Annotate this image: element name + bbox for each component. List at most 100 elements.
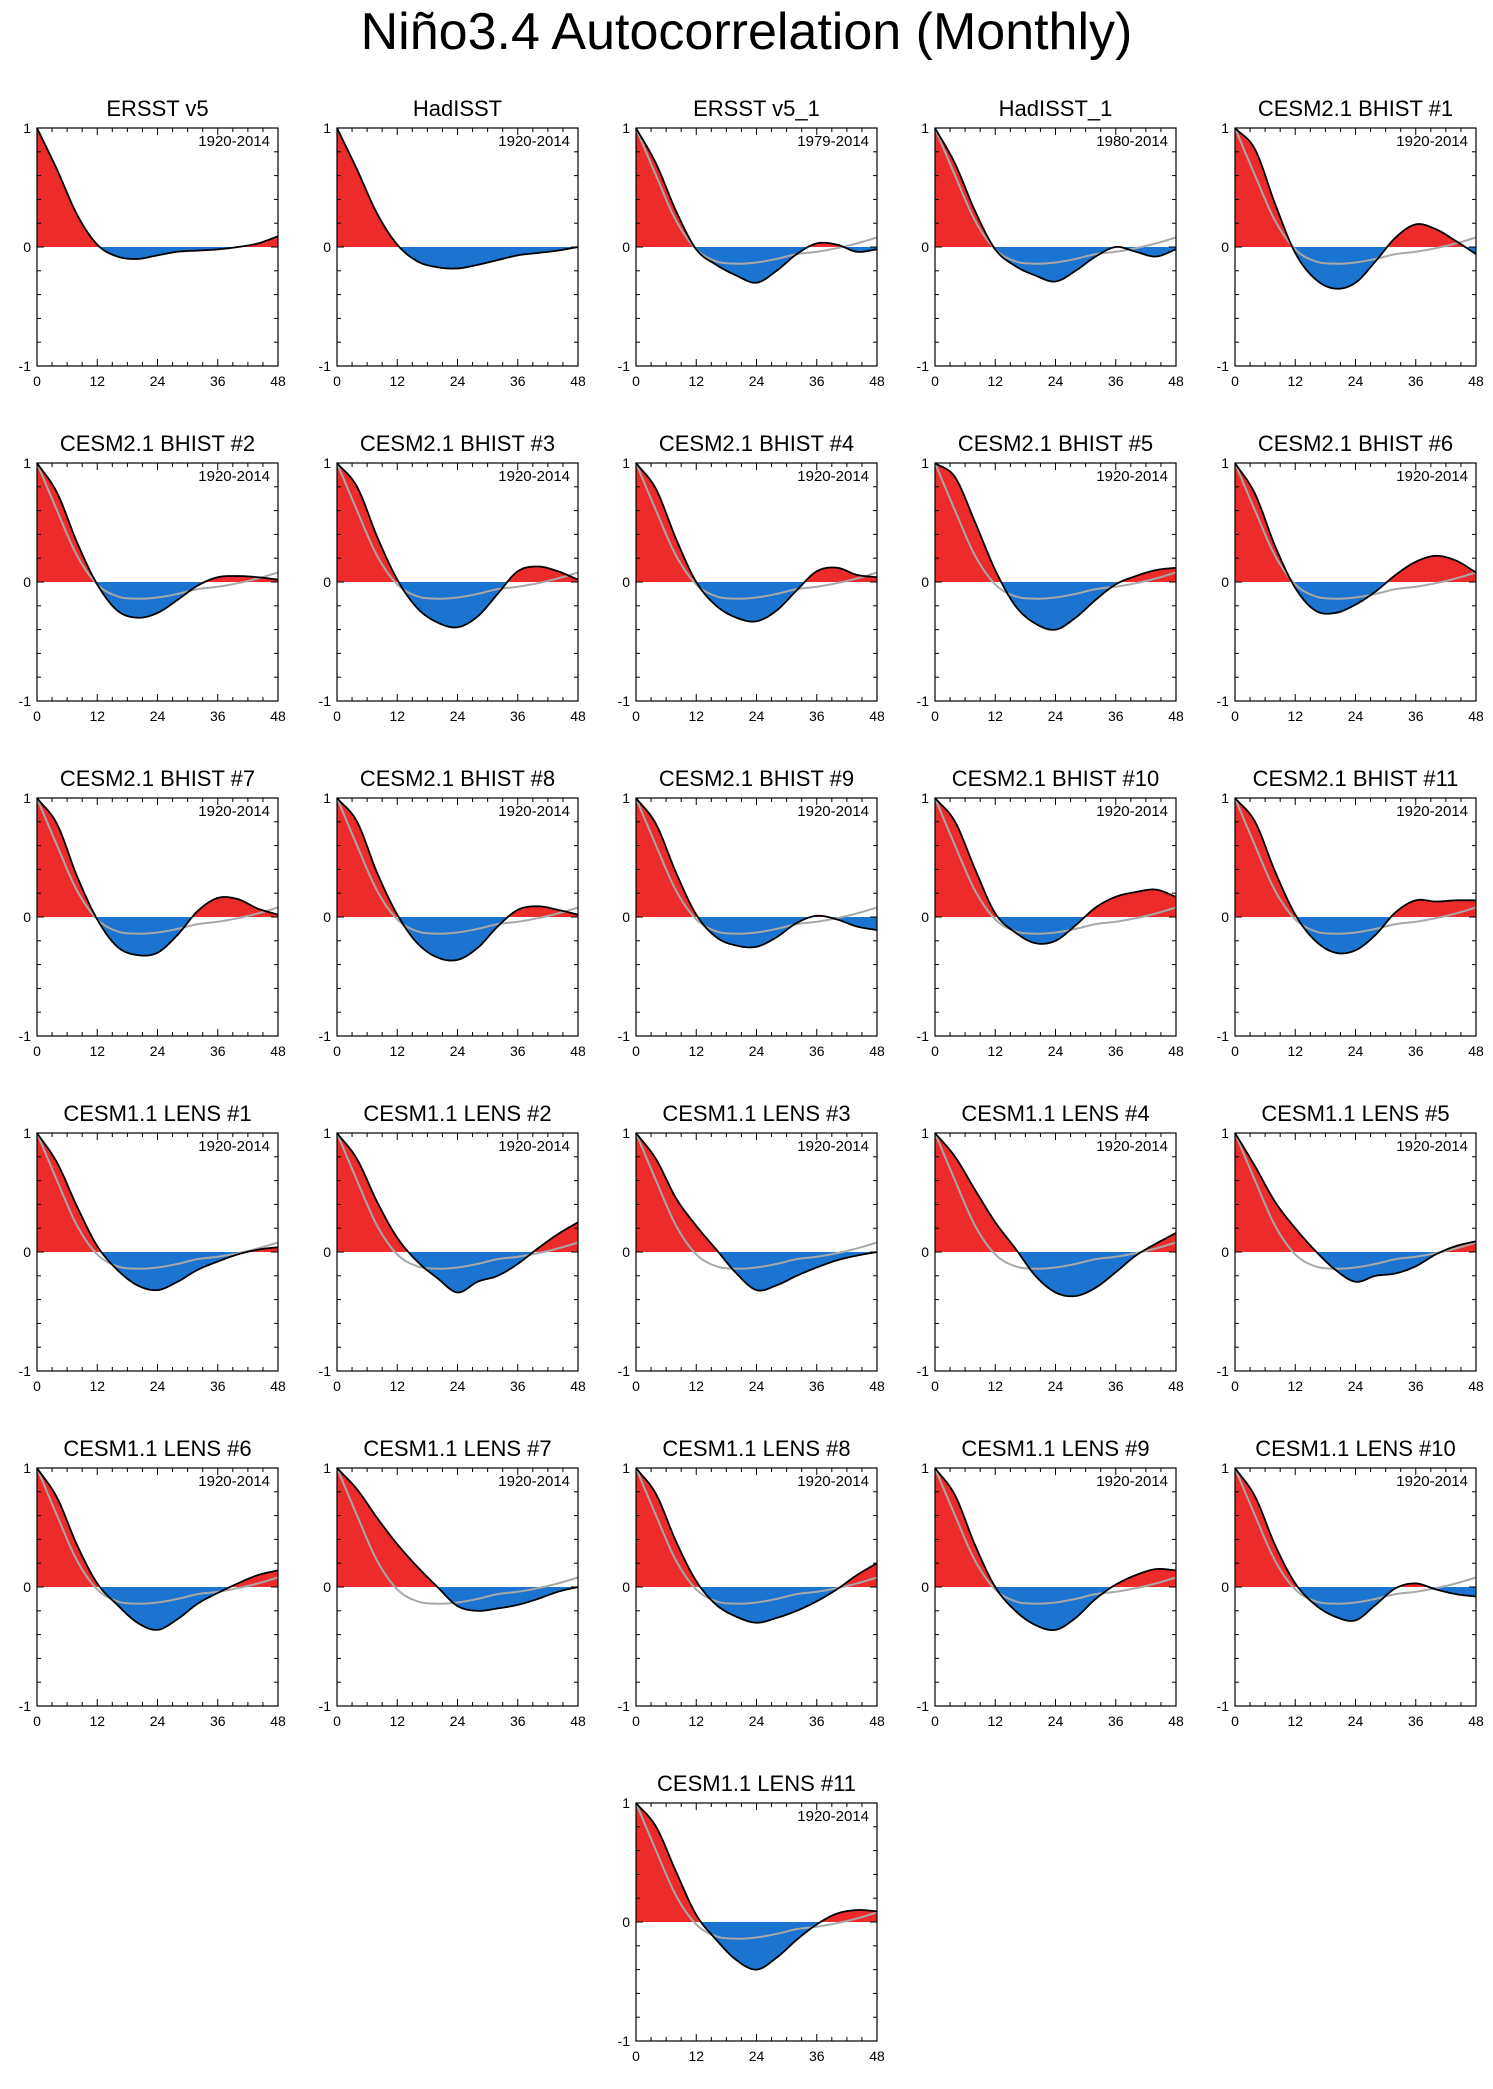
- panel-title: ERSST v5: [106, 96, 209, 121]
- panel-title: CESM2.1 BHIST #5: [957, 431, 1154, 456]
- positive-area: [935, 128, 1176, 247]
- y-tick-label: 0: [921, 239, 929, 255]
- positive-area: [636, 798, 877, 917]
- x-tick-label: 48: [270, 1713, 286, 1729]
- x-tick-label: 48: [570, 1043, 586, 1059]
- x-tick-label: 24: [150, 1378, 166, 1394]
- y-tick-label: 1: [622, 1125, 630, 1141]
- y-tick-label: 1: [23, 1125, 31, 1141]
- negative-area: [37, 582, 278, 618]
- period-label: 1920-2014: [1396, 1473, 1468, 1490]
- x-tick-label: 12: [688, 1713, 704, 1729]
- positive-area: [37, 798, 278, 917]
- negative-area: [636, 247, 877, 283]
- period-label: 1979-2014: [797, 133, 869, 150]
- y-tick-label: 1: [323, 1125, 331, 1141]
- y-tick-label: -1: [917, 1028, 930, 1044]
- y-tick-label: 0: [1221, 574, 1229, 590]
- x-tick-label: 36: [510, 373, 526, 389]
- x-tick-label: 48: [1468, 1378, 1484, 1394]
- x-tick-label: 24: [1348, 1713, 1364, 1729]
- x-tick-label: 12: [1287, 1043, 1303, 1059]
- series-line: [635, 127, 878, 284]
- x-tick-label: 24: [1048, 708, 1064, 724]
- x-tick-label: 36: [809, 373, 825, 389]
- x-tick-label: 36: [210, 708, 226, 724]
- x-tick-label: 24: [1348, 708, 1364, 724]
- x-tick-label: 0: [931, 1713, 939, 1729]
- positive-area: [636, 128, 877, 247]
- y-tick-label: 0: [23, 239, 31, 255]
- negative-area: [1235, 1587, 1476, 1621]
- x-tick-label: 24: [749, 1043, 765, 1059]
- x-tick-label: 48: [869, 1378, 885, 1394]
- x-tick-label: 12: [688, 1043, 704, 1059]
- positive-area: [337, 1468, 578, 1587]
- panel-title: CESM1.1 LENS #4: [961, 1101, 1150, 1126]
- x-tick-label: 0: [33, 373, 41, 389]
- negative-area: [935, 1587, 1176, 1631]
- x-tick-label: 48: [1168, 708, 1184, 724]
- x-tick-label: 12: [89, 1713, 105, 1729]
- y-tick-label: -1: [618, 2033, 631, 2049]
- x-tick-label: 36: [510, 1378, 526, 1394]
- panel-title: CESM2.1 BHIST #9: [658, 766, 855, 791]
- x-tick-label: 24: [150, 1043, 166, 1059]
- positive-area: [37, 463, 278, 582]
- x-tick-label: 12: [89, 1043, 105, 1059]
- reference-line: [635, 1467, 878, 1605]
- negative-area: [935, 1252, 1176, 1297]
- series-line: [336, 127, 579, 270]
- x-tick-label: 48: [869, 1043, 885, 1059]
- positive-area: [1235, 463, 1476, 582]
- series-line: [934, 797, 1177, 945]
- panel-title: CESM2.1 BHIST #10: [951, 766, 1160, 791]
- y-tick-label: 1: [622, 1795, 630, 1811]
- period-label: 1920-2014: [198, 468, 270, 485]
- y-tick-label: 0: [323, 1579, 331, 1595]
- period-label: 1920-2014: [498, 803, 570, 820]
- negative-area: [636, 582, 877, 622]
- x-tick-label: 24: [1048, 1043, 1064, 1059]
- series-line: [635, 1132, 878, 1292]
- panel-title: CESM1.1 LENS #9: [961, 1436, 1150, 1461]
- x-tick-label: 48: [270, 1378, 286, 1394]
- x-tick-label: 48: [1468, 708, 1484, 724]
- negative-area: [37, 247, 278, 259]
- x-tick-label: 12: [89, 1378, 105, 1394]
- x-tick-label: 48: [270, 1043, 286, 1059]
- x-tick-label: 24: [749, 1378, 765, 1394]
- panel-title: CESM2.1 BHIST #3: [359, 431, 556, 456]
- y-tick-label: 0: [921, 574, 929, 590]
- y-tick-label: 1: [622, 120, 630, 136]
- series-line: [635, 462, 878, 623]
- y-tick-label: -1: [319, 1363, 332, 1379]
- y-tick-label: -1: [19, 1028, 32, 1044]
- y-tick-label: 1: [23, 455, 31, 471]
- y-tick-label: 0: [622, 1914, 630, 1930]
- panel-title: CESM1.1 LENS #10: [1255, 1436, 1456, 1461]
- negative-area: [935, 917, 1176, 944]
- x-tick-label: 0: [632, 373, 640, 389]
- y-tick-label: 0: [323, 1244, 331, 1260]
- y-tick-label: -1: [618, 1363, 631, 1379]
- series-line: [1234, 462, 1477, 615]
- panel-title: CESM1.1 LENS #1: [63, 1101, 252, 1126]
- series-line: [36, 1132, 279, 1292]
- period-label: 1920-2014: [198, 803, 270, 820]
- x-tick-label: 0: [632, 708, 640, 724]
- panel-title: CESM2.1 BHIST #8: [359, 766, 556, 791]
- x-tick-label: 24: [450, 708, 466, 724]
- series-line: [635, 797, 878, 949]
- x-tick-label: 48: [570, 1378, 586, 1394]
- panel-title: CESM2.1 BHIST #11: [1252, 766, 1459, 791]
- period-label: 1920-2014: [797, 1808, 869, 1825]
